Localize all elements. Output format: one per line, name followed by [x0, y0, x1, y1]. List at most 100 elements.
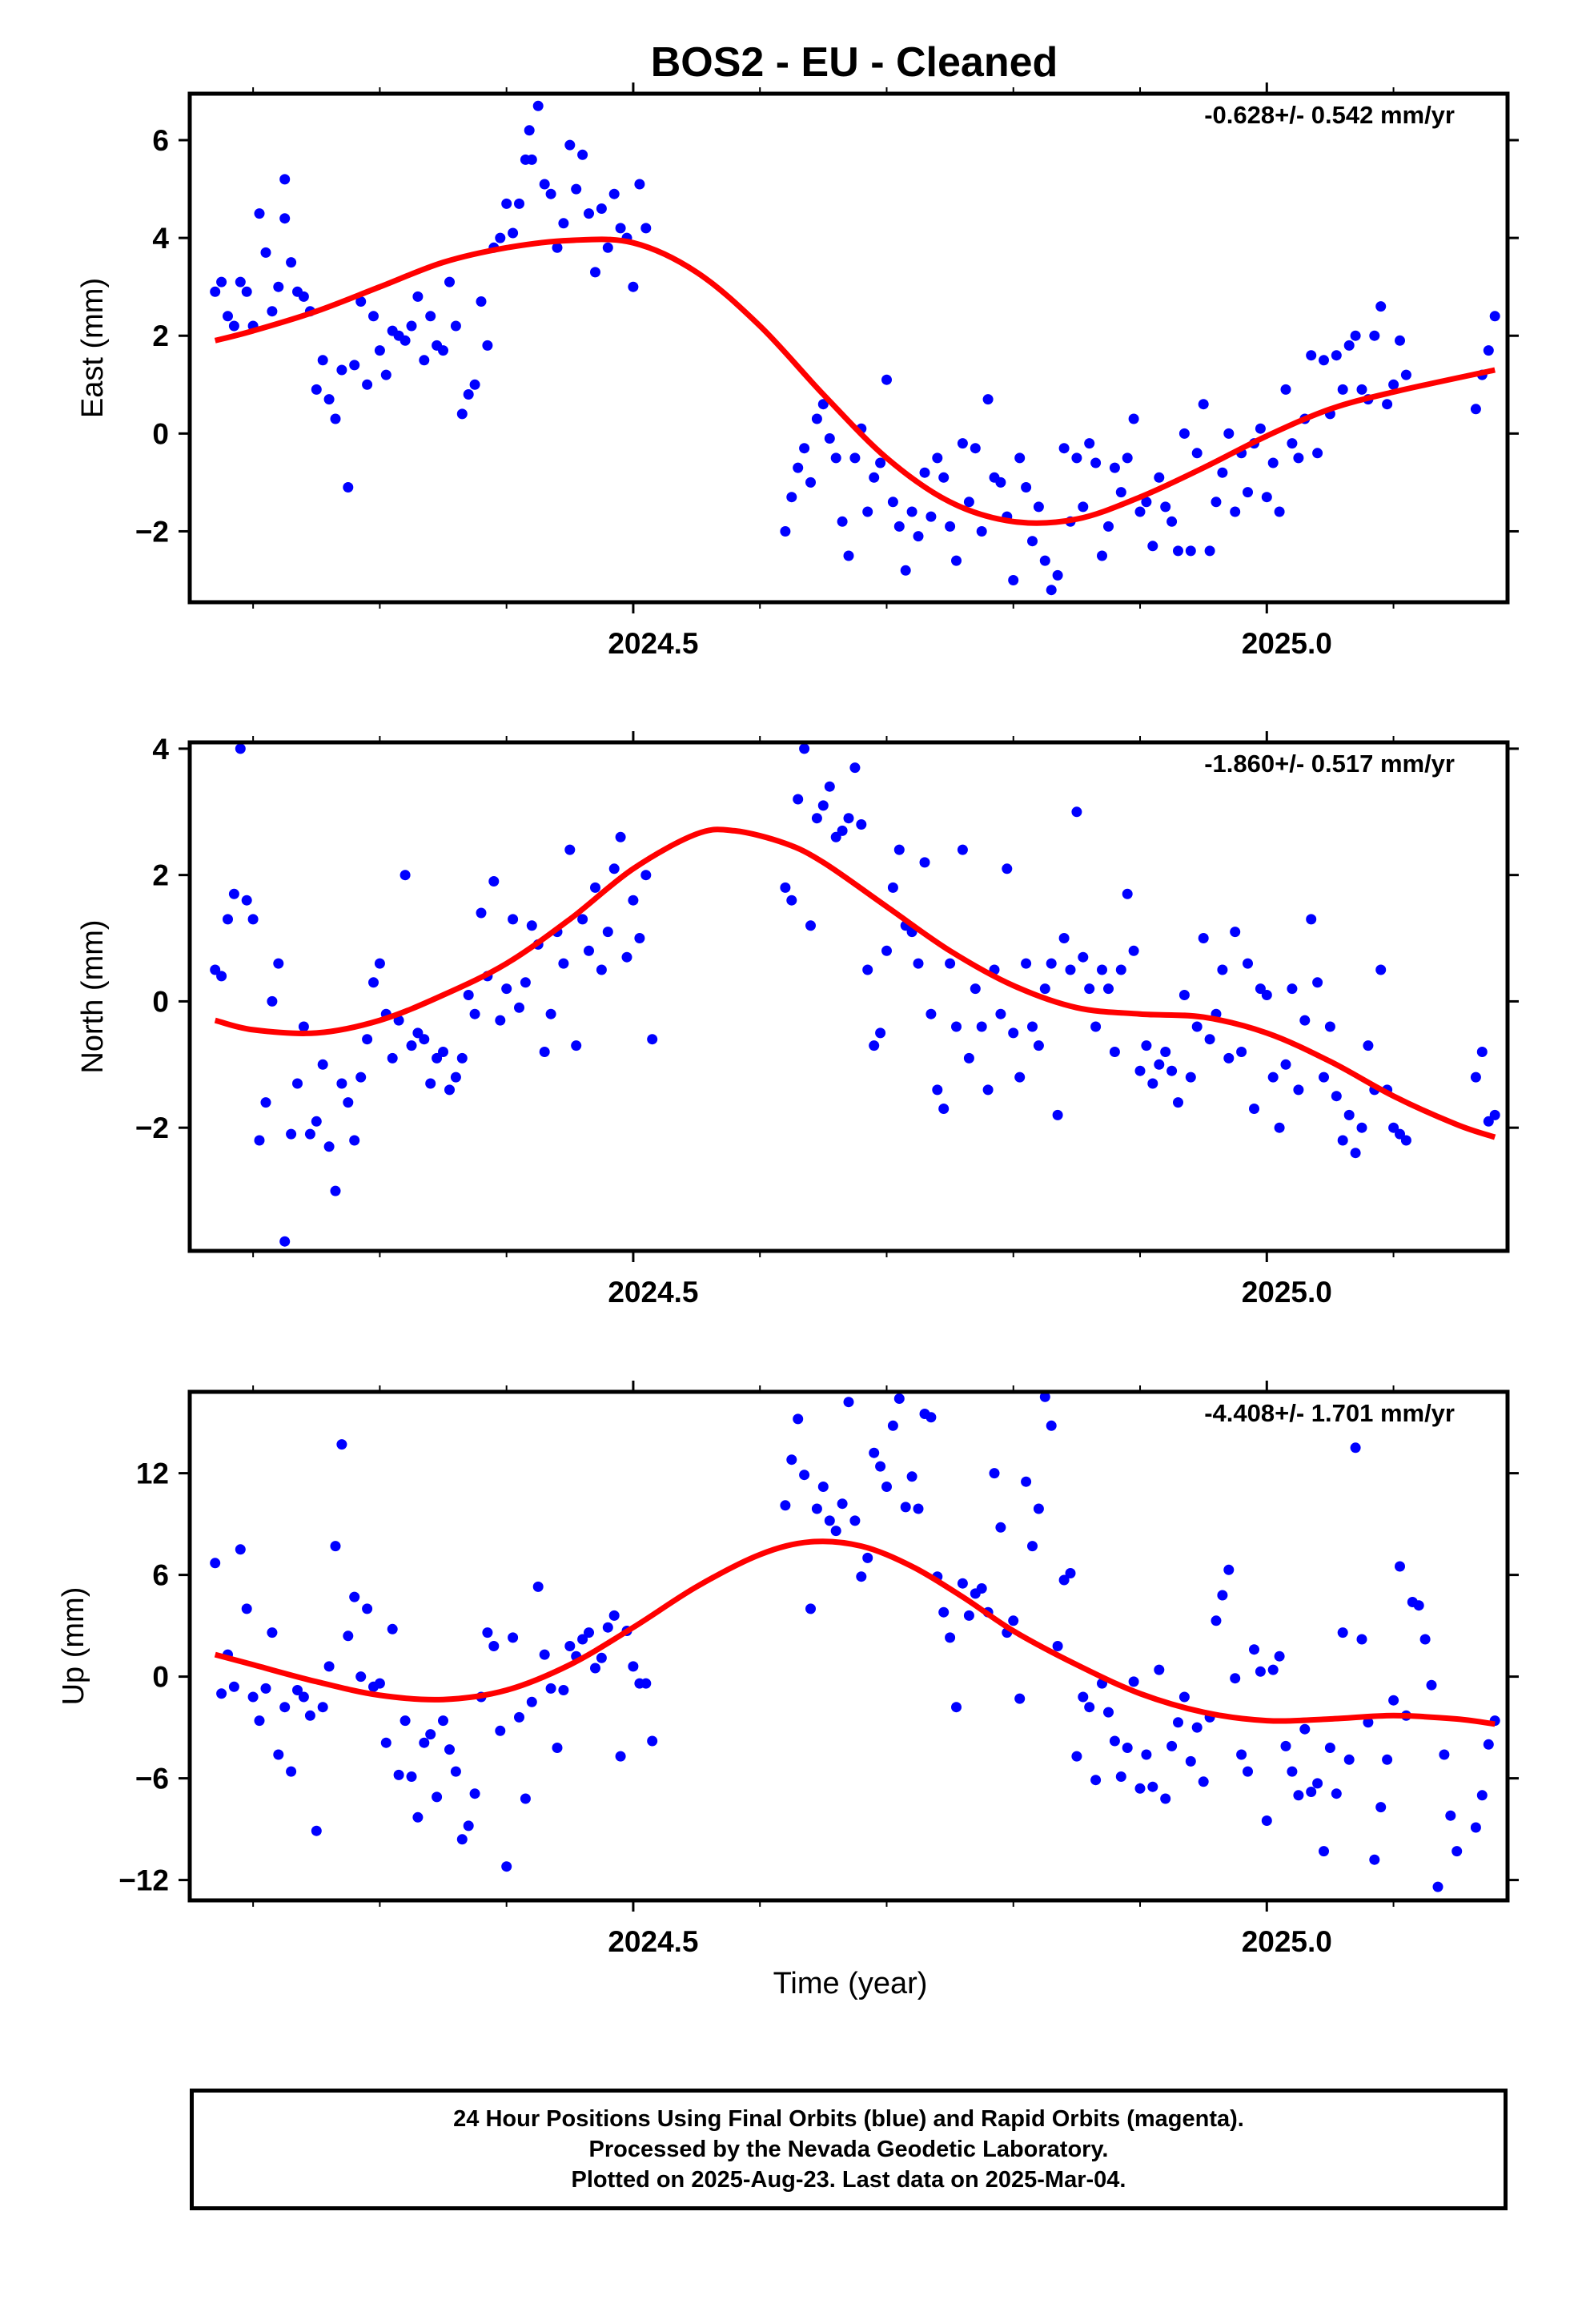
data-point — [1369, 330, 1380, 341]
data-point — [1160, 501, 1171, 513]
rate-label: -4.408+/- 1.701 mm/yr — [1204, 1399, 1455, 1427]
data-point — [273, 1749, 284, 1760]
data-point — [945, 521, 956, 532]
data-point — [1223, 1564, 1235, 1575]
data-point — [786, 1454, 797, 1466]
data-point — [1312, 448, 1323, 459]
data-point — [584, 1627, 594, 1638]
data-point — [1236, 1047, 1247, 1057]
data-point — [1293, 1790, 1304, 1801]
data-points-north — [210, 743, 1500, 1247]
data-point — [1388, 379, 1399, 390]
data-point — [869, 1447, 880, 1458]
data-point — [913, 1503, 924, 1514]
data-point — [1128, 413, 1139, 424]
data-point — [532, 100, 544, 111]
data-point — [780, 1500, 791, 1511]
data-point — [526, 920, 537, 931]
data-point — [1078, 951, 1089, 963]
data-point — [1014, 1693, 1026, 1704]
data-point — [1267, 1664, 1279, 1675]
data-point — [862, 1552, 873, 1563]
data-point — [995, 1522, 1006, 1533]
data-point — [343, 1097, 354, 1108]
data-point — [811, 813, 822, 824]
ytick-label: 0 — [152, 417, 169, 450]
data-point — [419, 355, 430, 366]
data-point — [849, 762, 861, 774]
data-point — [1027, 1541, 1038, 1552]
data-point — [1097, 550, 1107, 561]
data-point — [1084, 1702, 1095, 1713]
data-point — [1274, 1122, 1285, 1133]
data-point — [837, 825, 848, 836]
data-point — [254, 1135, 265, 1146]
data-point — [273, 281, 284, 292]
data-point — [1267, 457, 1279, 468]
ytick-label: 6 — [152, 1559, 169, 1592]
data-point — [1090, 457, 1102, 468]
ytick-label: 0 — [152, 985, 169, 1018]
data-point — [1204, 545, 1215, 557]
data-point — [951, 555, 962, 566]
data-points-up — [210, 1392, 1500, 1892]
data-point — [932, 452, 943, 464]
xtick-label: 2024.5 — [608, 627, 698, 660]
data-point — [989, 1468, 1000, 1479]
data-point — [349, 360, 360, 371]
data-point — [1027, 536, 1038, 547]
data-point — [875, 457, 886, 468]
data-point — [1122, 452, 1133, 464]
data-point — [456, 408, 468, 420]
data-point — [1470, 1072, 1481, 1083]
data-point — [1413, 1600, 1424, 1611]
data-point — [970, 983, 981, 995]
data-point — [1178, 990, 1190, 1000]
data-point — [1445, 1810, 1456, 1821]
data-point — [786, 492, 797, 503]
data-point — [957, 1578, 968, 1589]
data-point — [1400, 1135, 1411, 1146]
data-point — [1476, 1790, 1488, 1801]
data-point — [1280, 1740, 1291, 1751]
data-point — [374, 1678, 385, 1689]
data-point — [906, 1471, 917, 1482]
ytick-label: 0 — [152, 1661, 169, 1694]
data-point — [444, 276, 455, 287]
ytick-label: −2 — [135, 515, 169, 548]
data-point — [938, 472, 950, 483]
data-point — [1324, 1021, 1335, 1032]
data-point — [615, 223, 626, 234]
data-point — [362, 379, 373, 390]
data-point — [1293, 1084, 1304, 1096]
data-point — [1230, 927, 1241, 938]
data-point — [1306, 1787, 1317, 1797]
data-point — [1134, 1065, 1146, 1076]
data-point — [1395, 1561, 1405, 1572]
data-point — [1261, 492, 1272, 503]
data-point — [279, 1702, 291, 1713]
ytick-label: 2 — [152, 320, 169, 352]
data-point — [830, 452, 841, 464]
data-point — [893, 1393, 905, 1404]
info-box: 24 Hour Positions Using Final Orbits (bl… — [190, 2089, 1508, 2210]
data-point — [323, 1661, 335, 1672]
data-point — [881, 1482, 892, 1492]
data-point — [463, 1820, 474, 1831]
data-point — [1337, 384, 1348, 395]
data-point — [963, 1052, 974, 1063]
data-point — [260, 247, 271, 258]
data-point — [849, 452, 861, 464]
data-point — [628, 281, 639, 292]
data-point — [615, 1751, 626, 1762]
data-point — [1337, 1135, 1348, 1146]
data-point — [425, 1078, 436, 1089]
fit-curve-up — [214, 1538, 1496, 1727]
data-point — [640, 1678, 652, 1689]
data-point — [1071, 1751, 1082, 1762]
data-point — [1198, 933, 1209, 943]
data-point — [241, 895, 252, 906]
data-point — [216, 276, 227, 287]
data-point — [596, 1652, 607, 1663]
